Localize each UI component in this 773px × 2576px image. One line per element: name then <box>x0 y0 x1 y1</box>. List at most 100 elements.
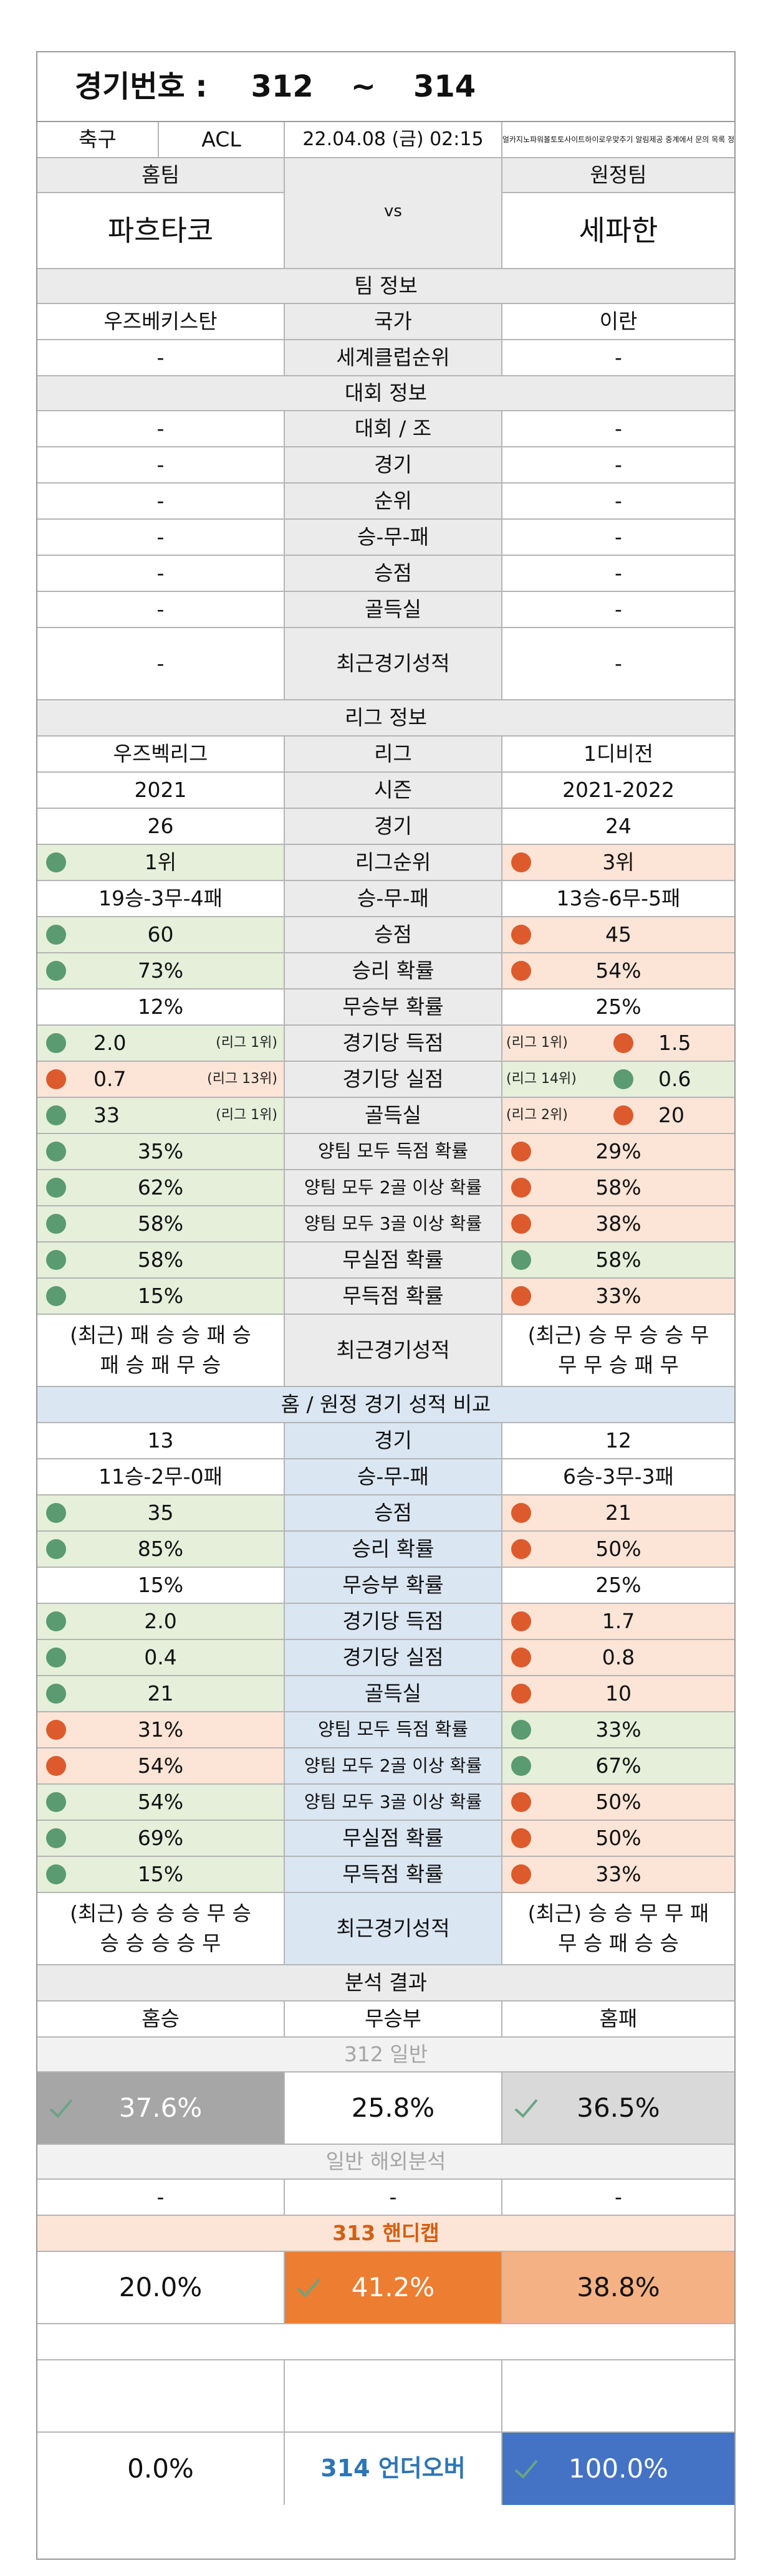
stat-row: 15% 무득점 확률 33% <box>37 1279 734 1315</box>
home-value: 11승-2무-0패 <box>98 1464 223 1489</box>
stat-label: 승리 확률 <box>284 1532 502 1567</box>
g312-draw: 25.8% <box>284 2073 502 2144</box>
orange-dot-icon <box>46 1720 66 1740</box>
game-313-row: 20.0% 41.2% 38.8% <box>37 2252 734 2324</box>
green-dot-icon <box>46 1684 66 1704</box>
stat-label: 국가 <box>284 304 502 339</box>
stat-label: 무실점 확률 <box>284 1243 502 1277</box>
home-value: 21 <box>37 1676 284 1711</box>
home-value: 2.0 <box>37 1604 284 1639</box>
overseas-home: - <box>156 2184 165 2209</box>
analysis-sheet: 경기번호 : 312 ~ 314 축구 ACL 22.04.08 (금) 02:… <box>36 51 736 2560</box>
stat-row: 15% 무승부 확률 25% <box>37 1568 734 1604</box>
away-value: - <box>615 452 622 477</box>
home-value: - <box>156 560 165 585</box>
away-value: (리그 14위) 0.6 <box>502 1062 734 1097</box>
stat-label: 시즌 <box>284 773 502 808</box>
home-value: 우즈베키스탄 <box>103 308 218 333</box>
g312-home-loss: 36.5% <box>502 2073 734 2144</box>
analysis-columns-row: 홈승 무승부 홈패 <box>37 2001 734 2038</box>
check-icon <box>49 2099 73 2118</box>
stat-row: - 승-무-패 - <box>37 520 734 556</box>
green-dot-icon <box>46 1214 66 1234</box>
stat-label: 양팀 모두 득점 확률 <box>284 1134 502 1169</box>
stat-label: 승점 <box>284 1496 502 1530</box>
stat-label: 리그순위 <box>284 845 502 880</box>
away-value: 50% <box>502 1821 734 1856</box>
stat-row: 1위 리그순위 3위 <box>37 845 734 881</box>
stat-row: 12% 무승부 확률 25% <box>37 990 734 1026</box>
green-dot-icon <box>46 1178 66 1198</box>
stat-label: 양팀 모두 2골 이상 확률 <box>284 1170 502 1205</box>
away-value: 21 <box>502 1496 734 1530</box>
home-value: - <box>156 416 165 441</box>
stat-label: 승점 <box>284 917 502 952</box>
home-value: 33 (리그 1위) <box>37 1098 284 1133</box>
stat-row: 우즈베키스탄 국가 이란 <box>37 304 734 340</box>
stat-row: 54% 양팀 모두 2골 이상 확률 67% <box>37 1748 734 1785</box>
stat-row: - 순위 - <box>37 484 734 520</box>
green-dot-icon <box>46 1864 66 1884</box>
stat-row: 2.0 (리그 1위) 경기당 득점 (리그 1위) 1.5 <box>37 1026 734 1062</box>
away-value: - <box>615 416 622 441</box>
stat-label: 최근경기성적 <box>284 628 502 699</box>
stat-label: 승점 <box>284 556 502 591</box>
away-value: (리그 2위) 20 <box>502 1098 734 1133</box>
stat-label: 무승부 확률 <box>284 1568 502 1603</box>
match-number-label: 경기번호 : <box>75 69 208 104</box>
orange-dot-icon <box>511 1286 531 1306</box>
away-value: 38% <box>502 1206 734 1241</box>
orange-dot-icon <box>511 925 531 945</box>
home-value: - <box>156 651 165 675</box>
col-draw: 무승부 <box>284 2001 502 2036</box>
col-home-loss: 홈패 <box>599 2006 638 2031</box>
orange-dot-icon <box>511 1214 531 1234</box>
stat-row: 62% 양팀 모두 2골 이상 확률 58% <box>37 1170 734 1206</box>
stat-row: 0.7 (리그 13위) 경기당 실점 (리그 14위) 0.6 <box>37 1062 734 1098</box>
orange-dot-icon <box>511 1792 531 1812</box>
stat-row: 0.4 경기당 실점 0.8 <box>37 1640 734 1676</box>
stat-row: - 최근경기성적 - <box>37 628 734 700</box>
green-dot-icon <box>46 1142 66 1162</box>
home-value: 15% <box>37 1279 284 1314</box>
section-analysis: 분석 결과 <box>37 1965 734 2001</box>
stat-row: 우즈벡리그 리그 1디비전 <box>37 737 734 773</box>
stat-row: 19승-3무-4패 승-무-패 13승-6무-5패 <box>37 881 734 917</box>
g313-home-win: 20.0% <box>118 2271 203 2302</box>
overseas-away: - <box>615 2184 622 2209</box>
away-value: 25% <box>595 1572 641 1597</box>
orange-dot-icon <box>613 1033 633 1053</box>
home-value: 우즈벡리그 <box>113 741 208 766</box>
overseas-row: - - - <box>37 2180 734 2216</box>
home-value: 62% <box>37 1170 284 1205</box>
away-value: 13승-6무-5패 <box>556 885 681 910</box>
stat-label: 경기 <box>284 809 502 844</box>
away-value: 29% <box>502 1134 734 1169</box>
stat-label: 승-무-패 <box>284 520 502 555</box>
away-value: 1디비전 <box>583 741 654 766</box>
stat-row: 31% 양팀 모두 득점 확률 33% <box>37 1712 734 1748</box>
section-league-info: 리그 정보 <box>37 700 734 737</box>
stat-label: 대회 / 조 <box>284 411 502 446</box>
stat-label: 양팀 모두 득점 확률 <box>284 1712 502 1747</box>
green-dot-icon <box>46 1250 66 1270</box>
home-value: - <box>156 488 165 513</box>
game-312-row: 37.6% 25.8% 36.5% <box>37 2073 734 2145</box>
stat-row: 73% 승리 확률 54% <box>37 953 734 990</box>
stat-label: 경기당 실점 <box>284 1062 502 1097</box>
away-value: 25% <box>595 994 641 1019</box>
away-value: 67% <box>502 1748 734 1783</box>
orange-dot-icon <box>511 852 531 872</box>
away-team-label: 원정팀 <box>502 158 734 192</box>
section-team-info: 팀 정보 <box>37 269 734 304</box>
stat-label: 경기당 득점 <box>284 1026 502 1061</box>
stat-label: 순위 <box>284 484 502 518</box>
stat-label: 경기당 득점 <box>284 1604 502 1639</box>
check-icon <box>297 2278 320 2297</box>
g314-over: 100.0% <box>502 2433 734 2505</box>
orange-dot-icon <box>511 1828 531 1848</box>
blank-row <box>37 2360 734 2433</box>
